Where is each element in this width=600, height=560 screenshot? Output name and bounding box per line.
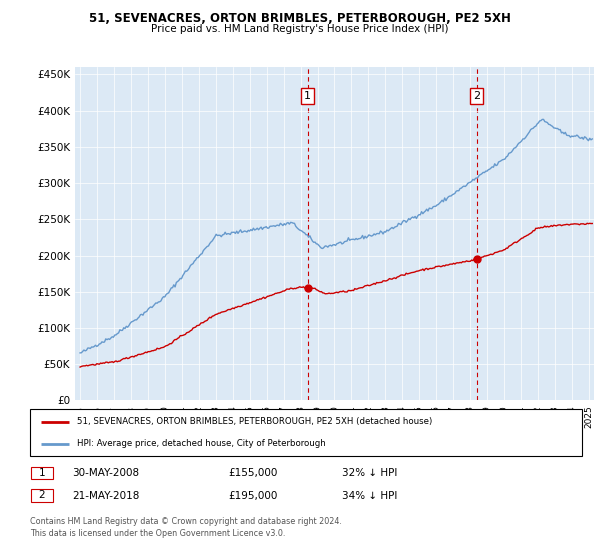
Text: Price paid vs. HM Land Registry's House Price Index (HPI): Price paid vs. HM Land Registry's House … bbox=[151, 24, 449, 34]
Text: 2: 2 bbox=[473, 91, 480, 101]
Text: 1: 1 bbox=[38, 468, 46, 478]
Text: 1: 1 bbox=[304, 91, 311, 101]
Text: 51, SEVENACRES, ORTON BRIMBLES, PETERBOROUGH, PE2 5XH: 51, SEVENACRES, ORTON BRIMBLES, PETERBOR… bbox=[89, 12, 511, 25]
Text: 51, SEVENACRES, ORTON BRIMBLES, PETERBOROUGH, PE2 5XH (detached house): 51, SEVENACRES, ORTON BRIMBLES, PETERBOR… bbox=[77, 417, 432, 426]
Text: 2: 2 bbox=[38, 491, 46, 500]
Text: 30-MAY-2008: 30-MAY-2008 bbox=[72, 468, 139, 478]
Text: This data is licensed under the Open Government Licence v3.0.: This data is licensed under the Open Gov… bbox=[30, 529, 286, 538]
Text: HPI: Average price, detached house, City of Peterborough: HPI: Average price, detached house, City… bbox=[77, 439, 326, 448]
Text: 32% ↓ HPI: 32% ↓ HPI bbox=[342, 468, 397, 478]
Text: Contains HM Land Registry data © Crown copyright and database right 2024.: Contains HM Land Registry data © Crown c… bbox=[30, 517, 342, 526]
Text: £155,000: £155,000 bbox=[228, 468, 277, 478]
Text: 34% ↓ HPI: 34% ↓ HPI bbox=[342, 491, 397, 501]
Text: £195,000: £195,000 bbox=[228, 491, 277, 501]
Text: 21-MAY-2018: 21-MAY-2018 bbox=[72, 491, 139, 501]
